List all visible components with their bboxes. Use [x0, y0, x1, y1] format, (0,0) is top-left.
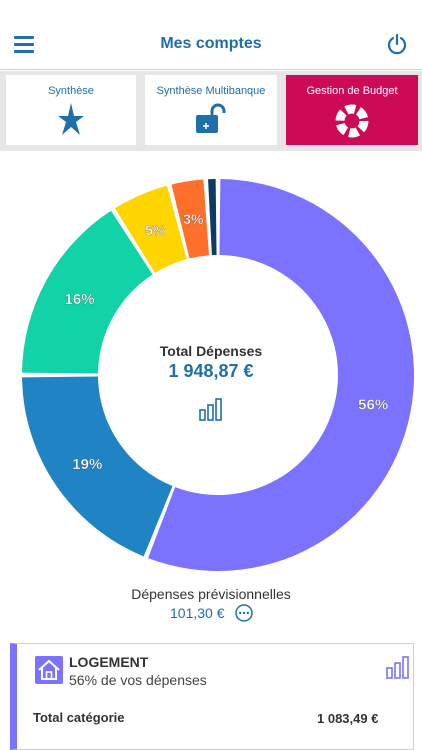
- forecast-value: 101,30 €: [170, 605, 225, 621]
- tab-label: Synthèse Multibanque: [156, 85, 266, 97]
- tab-gestion-de-budget[interactable]: Gestion de Budget: [286, 75, 418, 145]
- slice-label: 56%: [358, 397, 388, 414]
- bar-chart-icon[interactable]: [385, 654, 413, 680]
- donut-slice[interactable]: [22, 376, 173, 557]
- more-options-icon[interactable]: [235, 604, 253, 622]
- home-icon: [35, 656, 63, 684]
- donut-icon: [335, 104, 369, 138]
- donut-slice[interactable]: [171, 179, 210, 259]
- donut-slice[interactable]: [148, 179, 415, 572]
- slice-label: 19%: [72, 456, 102, 473]
- tab-label: Synthèse: [48, 85, 94, 97]
- total-expenses-label: Total Dépenses: [159, 343, 263, 359]
- category-title: LOGEMENT: [69, 654, 149, 670]
- star-icon: [58, 103, 84, 135]
- tab-synthese-multibanque[interactable]: Synthèse Multibanque: [145, 75, 277, 145]
- forecast-label: Dépenses prévisionnelles: [131, 586, 291, 602]
- donut-slice[interactable]: [22, 210, 153, 374]
- top-header: Mes comptes: [0, 0, 422, 70]
- tab-label: Gestion de Budget: [306, 85, 398, 97]
- total-expenses-value: 1 948,87 €: [168, 361, 254, 381]
- slice-label: 5%: [145, 222, 166, 238]
- tab-synthese[interactable]: Synthèse: [6, 75, 136, 145]
- expenses-donut-chart: 56% 19% 16% 5% 3%: [22, 179, 415, 572]
- slice-label: 16%: [65, 291, 95, 308]
- page-title: Mes comptes: [160, 35, 262, 52]
- donut-slice[interactable]: [208, 179, 217, 256]
- slice-label: 3%: [183, 211, 204, 227]
- donut-slice[interactable]: [114, 185, 187, 273]
- tab-bar: Synthèse Synthèse Multibanque Gestion de…: [0, 71, 422, 151]
- bar-chart-icon[interactable]: [198, 396, 224, 422]
- category-total-label: Total catégorie: [33, 710, 125, 725]
- category-total-value: 1 083,49 €: [317, 711, 379, 726]
- hamburger-menu-icon[interactable]: [14, 36, 34, 53]
- category-card-logement[interactable]: LOGEMENT 56% de vos dépenses Total catég…: [10, 643, 414, 750]
- lock-icon: [196, 103, 226, 133]
- category-share: 56% de vos dépenses: [69, 672, 207, 688]
- power-icon[interactable]: [386, 33, 408, 55]
